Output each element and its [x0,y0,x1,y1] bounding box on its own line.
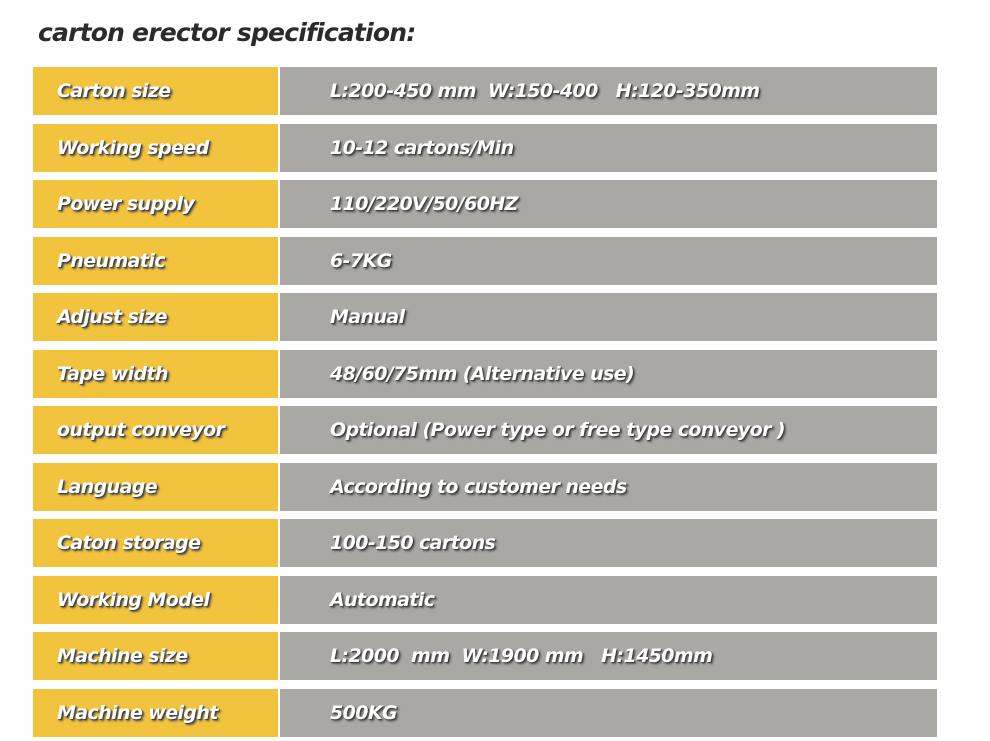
spec-row: Machine size L:2000 mm W:1900 mm H:1450mm [33,632,937,680]
spec-label: output conveyor [33,406,278,454]
spec-row: output conveyor Optional (Power type or f… [33,406,937,454]
spec-value: Automatic [280,575,937,624]
spec-label: Tape width [33,349,278,398]
spec-value: 100-150 cartons [280,519,937,567]
spec-value: Manual [280,293,937,341]
spec-label: Adjust size [33,293,278,341]
title: carton erector specification: [38,18,416,47]
spec-value: According to customer needs [280,462,937,511]
spec-value: 110/220V/50/60HZ [280,180,937,228]
spec-row: Working Model Automatic [33,575,937,624]
spec-row: Working speed 10-12 cartons/Min [33,123,937,172]
spec-value: Optional (Power type or free type convey… [280,406,937,454]
spec-label: Carton size [33,67,278,115]
spec-row: Machine weight 500KG [33,688,937,737]
spec-row: Adjust size Manual [33,293,937,341]
spec-label: Machine size [33,632,278,680]
spec-row: Caton storage 100-150 cartons [33,519,937,567]
spec-value: 500KG [280,688,937,737]
spec-row: Power supply 110/220V/50/60HZ [33,180,937,228]
spec-label: Caton storage [33,519,278,567]
spec-value: 10-12 cartons/Min [280,123,937,172]
spec-label: Language [33,462,278,511]
spec-row: Carton size L:200-450 mm W:150-400 H:120-… [33,67,937,115]
spec-label: Working Model [33,575,278,624]
spec-value: 48/60/75mm (Alternative use) [280,349,937,398]
spec-row: Pneumatic 6-7KG [33,236,937,285]
spec-value: L:200-450 mm W:150-400 H:120-350mm [280,67,937,115]
spec-row: Language According to customer needs [33,462,937,511]
spec-label: Pneumatic [33,236,278,285]
spec-label: Power supply [33,180,278,228]
spec-label: Machine weight [33,688,278,737]
spec-value: 6-7KG [280,236,937,285]
spec-label: Working speed [33,123,278,172]
spec-row: Tape width 48/60/75mm (Alternative use) [33,349,937,398]
spec-value: L:2000 mm W:1900 mm H:1450mm [280,632,937,680]
